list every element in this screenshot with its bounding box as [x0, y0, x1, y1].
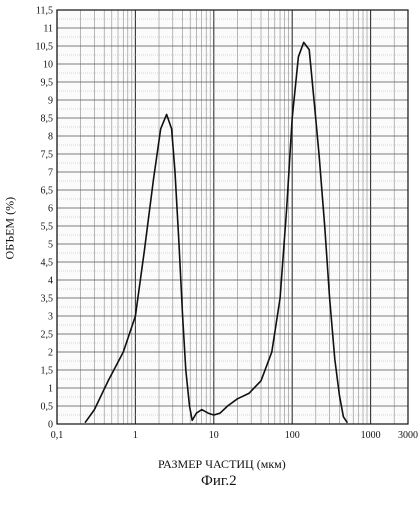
y-tick-label: 6 [48, 204, 53, 215]
y-tick-label: 1 [48, 384, 53, 395]
figure-caption: Фиг.2 [201, 473, 237, 490]
y-tick-label: 8,5 [41, 114, 54, 125]
y-tick-label: 6,5 [41, 186, 54, 197]
x-tick-label: 10 [209, 430, 219, 441]
y-tick-label: 0 [48, 420, 53, 431]
y-tick-label: 11,5 [36, 6, 53, 17]
y-tick-label: 2,5 [41, 330, 54, 341]
y-tick-label: 4 [48, 276, 53, 287]
y-tick-label: 3 [48, 312, 53, 323]
y-tick-label: 10,5 [36, 42, 54, 53]
x-tick-label: 1000 [361, 430, 381, 441]
x-tick-label: 1 [133, 430, 138, 441]
y-tick-label: 8 [48, 132, 53, 143]
y-tick-label: 5,5 [41, 222, 54, 233]
y-tick-label: 0,5 [41, 402, 54, 413]
x-tick-label: 0,1 [51, 430, 64, 441]
y-tick-label: 10 [43, 60, 53, 71]
y-tick-label: 11 [43, 24, 53, 35]
y-tick-label: 5 [48, 240, 53, 251]
y-tick-label: 9,5 [41, 78, 54, 89]
x-axis-label: РАЗМЕР ЧАСТИЦ (мкм) [158, 457, 286, 472]
y-tick-label: 4,5 [41, 258, 54, 269]
y-tick-label: 7 [48, 168, 53, 179]
x-tick-label: 3000 [398, 430, 418, 441]
y-tick-label: 1,5 [41, 366, 54, 377]
y-tick-label: 2 [48, 348, 53, 359]
y-axis-label: ОБЪЕМ (%) [3, 200, 18, 260]
y-tick-label: 9 [48, 96, 53, 107]
x-tick-label: 100 [285, 430, 300, 441]
y-tick-label: 3,5 [41, 294, 54, 305]
y-tick-label: 7,5 [41, 150, 54, 161]
